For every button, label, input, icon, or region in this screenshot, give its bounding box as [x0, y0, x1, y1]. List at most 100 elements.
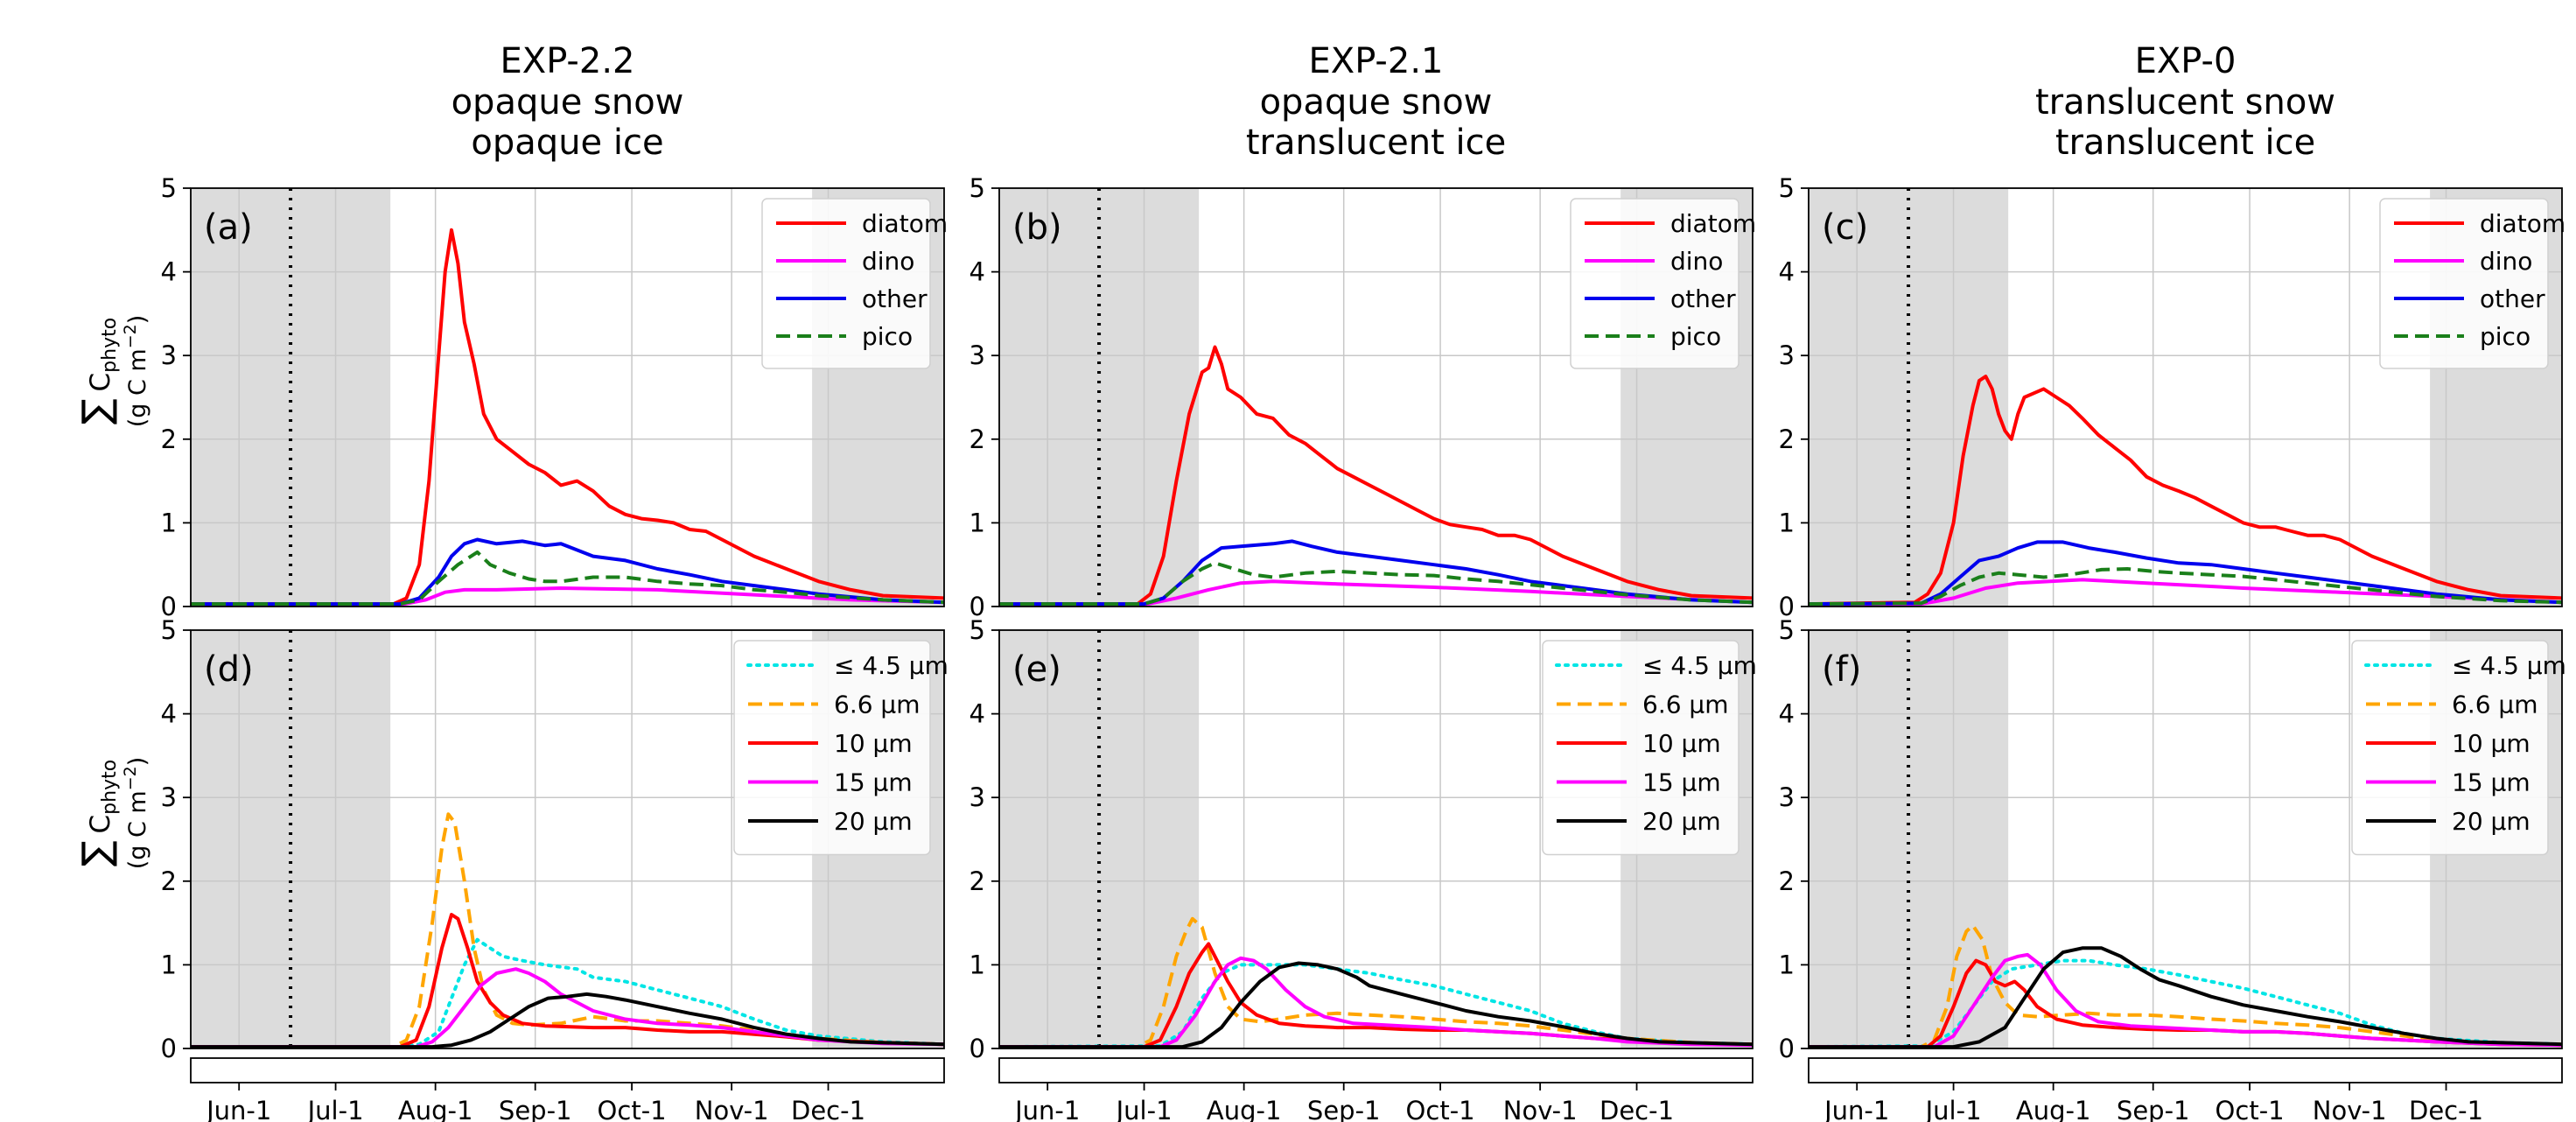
panel-letter: (a) [204, 207, 253, 248]
legend: diatom dino other pico [1570, 198, 1756, 369]
y-axis-units-text: (g C m−2) [121, 757, 151, 870]
x-tick-label: Jun-1 [205, 1096, 271, 1122]
y-axis-label-units: (g C m−2) [121, 315, 151, 428]
series-line-20-m [999, 961, 1753, 1048]
series-line-15-m [999, 956, 1753, 1048]
series-line-dino [1809, 578, 2562, 607]
shaded-dark-period [1809, 630, 2009, 1048]
series-line-15-m [1809, 952, 2562, 1048]
column-title-line: translucent ice [1246, 123, 1506, 163]
legend-label: other [1670, 284, 1736, 313]
legend-label: 15 µm [834, 768, 913, 797]
x-tick-label: Jul-1 [1924, 1096, 1982, 1122]
units-exponent: −2 [121, 766, 140, 790]
y-tick-label: 4 [970, 257, 985, 287]
panel-letter: (d) [204, 649, 254, 690]
legend-label: 6.6 µm [1642, 691, 1729, 719]
sum-symbol: ∑ [74, 841, 119, 867]
x-tick-label: Dec-1 [791, 1096, 865, 1122]
column-title-line: EXP-0 [2135, 41, 2236, 81]
y-tick-label: 0 [161, 1034, 177, 1063]
panel-letter: (e) [1012, 649, 1061, 690]
y-tick-label: 3 [161, 340, 177, 370]
legend-label: pico [2480, 322, 2530, 351]
y-tick-label: 5 [1779, 173, 1795, 203]
y-tick-label: 1 [161, 508, 177, 537]
x-tick-label: Sep-1 [2117, 1096, 2190, 1122]
panel: 0 1 2 3 4 5 (c) diatom dino other pico [1779, 173, 2566, 621]
legend-label: pico [862, 322, 913, 351]
shaded-dark-period [999, 188, 1200, 607]
panel-frame [190, 187, 945, 607]
panel: 0 1 2 3 4 5 (d) ≤ 4.5 µm 6.6 µm 10 µm 15 µm 20 µm [161, 615, 948, 1063]
y-tick-label: 4 [1779, 699, 1795, 729]
y-tick-label: 1 [970, 508, 985, 537]
x-tick-label: Oct-1 [598, 1096, 667, 1122]
x-tick-label: Sep-1 [499, 1096, 572, 1122]
legend-label: other [862, 284, 928, 313]
legend-label: dino [862, 247, 914, 276]
y-tick-label: 5 [1779, 615, 1795, 645]
sum-symbol: ∑ [74, 399, 119, 425]
series-line-10-m [191, 913, 944, 1048]
panel-letter: (b) [1012, 207, 1062, 248]
legend-label: 20 µm [1642, 807, 1721, 836]
legend-label: 10 µm [2452, 729, 2530, 758]
legend-label: pico [1670, 322, 1721, 351]
y-axis-label-main: ∑ Cphyto [74, 318, 121, 424]
y-axis-label-text: ∑ Cphyto [74, 318, 121, 424]
y-tick-label: 3 [1779, 340, 1795, 370]
x-tick-label: Nov-1 [2313, 1096, 2387, 1122]
legend-label: ≤ 4.5 µm [2452, 651, 2566, 680]
time-axis-frame [190, 1057, 945, 1083]
x-tick-label: Jul-1 [1115, 1096, 1172, 1122]
panel-frame [1808, 187, 2563, 607]
panel-frame [190, 629, 945, 1049]
y-tick-label: 3 [161, 782, 177, 812]
panel: 0 1 2 3 4 5 (b) diatom dino other pico [970, 173, 1757, 621]
series-line-other [999, 539, 1753, 607]
shaded-dark-period [1809, 188, 2009, 607]
y-tick-label: 0 [970, 592, 985, 621]
time-axis: Jun-1 Jul-1 Aug-1 Sep-1 Oct-1 Nov-1 Dec-1 [1808, 1057, 2563, 1122]
legend-label: diatom [862, 209, 948, 238]
column-title-line: translucent snow [2035, 82, 2335, 123]
y-axis-label-text: ∑ Cphyto [74, 760, 121, 866]
legend: ≤ 4.5 µm 6.6 µm 10 µm 15 µm 20 µm [1542, 640, 1757, 856]
x-tick-label: Dec-1 [1600, 1096, 1674, 1122]
panel-frame [998, 629, 1754, 1049]
legend-label: 6.6 µm [2452, 691, 2538, 719]
y-tick-label: 2 [970, 424, 985, 454]
panel-frame [998, 187, 1754, 607]
legend-label: 15 µm [2452, 768, 2530, 797]
column-title-line: EXP-2.2 [500, 41, 635, 81]
series-line-diatom [999, 345, 1753, 607]
legend-box [2351, 640, 2549, 856]
series-line-6-6-m [999, 916, 1753, 1048]
panel-letter: (f) [1822, 649, 1861, 690]
units-exponent: −2 [121, 324, 140, 348]
legend-label: dino [1670, 247, 1723, 276]
panels: 0 1 2 3 4 5 (a) diatom dino other pico 0 1 2 3 4 5 (b) dia… [161, 173, 2566, 1122]
legend-label: ≤ 4.5 µm [834, 651, 948, 680]
column-title-line: opaque ice [471, 123, 663, 163]
time-axis: Jun-1 Jul-1 Aug-1 Sep-1 Oct-1 Nov-1 Dec-1 [190, 1057, 945, 1122]
x-tick-label: Jun-1 [1823, 1096, 1889, 1122]
series-line-other [191, 537, 944, 607]
legend-label: 10 µm [834, 729, 913, 758]
series-line-dino [999, 579, 1753, 607]
y-tick-label: 3 [970, 782, 985, 812]
y-tick-label: 1 [1779, 950, 1795, 979]
legend-box [1542, 640, 1740, 856]
panel-frame [1808, 629, 2563, 1049]
legend-label: other [2480, 284, 2545, 313]
x-tick-label: Sep-1 [1307, 1096, 1381, 1122]
series-line-diatom [191, 228, 944, 607]
legend-label: 15 µm [1642, 768, 1721, 797]
series-line-pico [1809, 567, 2562, 607]
y-tick-label: 5 [970, 615, 985, 645]
legend-box [761, 198, 931, 369]
shaded-dark-period [191, 630, 391, 1048]
